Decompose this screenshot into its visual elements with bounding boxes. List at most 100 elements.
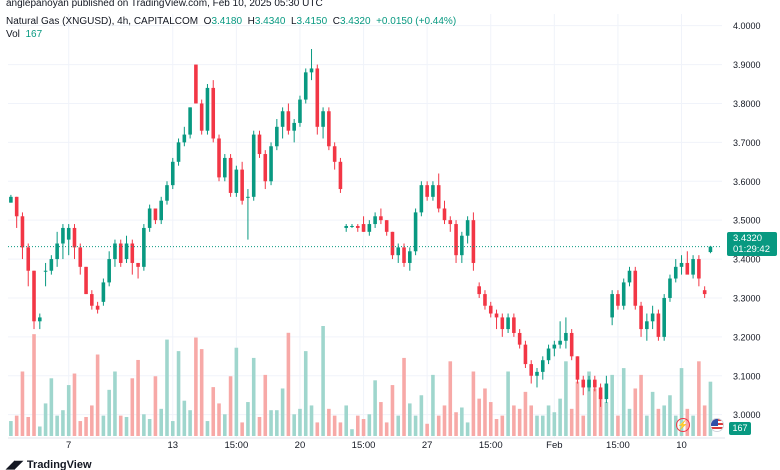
volume-bar (95, 354, 100, 436)
volume-bar (153, 376, 158, 436)
volume-bar (593, 388, 597, 436)
price-axis[interactable]: 3.0000 3.1000 3.2000 3.3000 3.4000 3.5000 3.60… (733, 21, 761, 420)
candle-body (61, 227, 65, 244)
volume-bar (240, 422, 244, 436)
time-axis[interactable]: 7 13 15:00 20 15:00 27 15:00 Feb 15:00 10 (8, 437, 725, 451)
open-label: O (203, 16, 212, 27)
volume-bar (205, 421, 210, 436)
candle-body (512, 317, 516, 333)
tradingview-logo[interactable]: ◢◤ TradingView (6, 458, 92, 470)
candle-body (107, 259, 111, 283)
candle-body (188, 107, 192, 135)
volume-bar (9, 421, 13, 436)
volume-bar (616, 415, 620, 436)
volume-bar (280, 388, 285, 436)
symbol-title[interactable]: Natural Gas (XNGUSD), 4h, CAPITALCOM (6, 16, 199, 27)
candle-body (679, 262, 684, 267)
volume-bar (529, 405, 534, 436)
candle-body (246, 196, 250, 198)
us-flag-icon (710, 418, 724, 432)
time-tick-label: 15:00 (224, 440, 248, 451)
candle-body (194, 64, 198, 104)
candle-body (55, 243, 59, 260)
volume-bar (546, 405, 551, 436)
candle-body (540, 360, 545, 372)
published-text: anglepanoyan published on TradingView.co… (6, 0, 323, 9)
candle-body (338, 161, 343, 190)
volume-legend: Vol 167 (6, 29, 42, 40)
volume-bar (673, 415, 678, 436)
candle-body (662, 297, 666, 337)
candle-body (211, 87, 216, 139)
candle-body (535, 371, 539, 376)
volume-bar (269, 410, 273, 436)
volume-bar (61, 410, 65, 436)
candlesticks (9, 49, 713, 407)
volume-bar (494, 419, 499, 436)
candle-body (118, 243, 123, 263)
candle-body (147, 208, 152, 228)
candle-body (477, 286, 481, 295)
close-value: 3.4320 (339, 16, 371, 27)
volume-bar (315, 422, 320, 436)
candle-body (275, 126, 279, 147)
volume-bar (130, 378, 135, 436)
candle-body (650, 313, 655, 322)
candle-body (78, 247, 83, 267)
volume-bar (49, 378, 54, 436)
volume-bar (523, 391, 528, 436)
candle-body (587, 379, 591, 388)
candle-body (575, 356, 580, 380)
candle-body (205, 87, 210, 131)
lightning-icon[interactable]: ⚡ (676, 418, 690, 432)
price-tick-label: 3.8000 (733, 99, 761, 109)
candle-body (361, 224, 366, 232)
volume-bar (477, 398, 481, 436)
candle-body (506, 317, 510, 330)
candle-body (656, 313, 661, 337)
candle-body (517, 332, 522, 345)
volume-bar (442, 405, 447, 436)
volume-bar (691, 415, 695, 436)
candle-body (49, 259, 54, 271)
volume-bar (373, 380, 377, 436)
candle-body (523, 344, 528, 365)
candle-body (26, 247, 31, 271)
volume-bar (419, 395, 424, 436)
volume-bar (402, 357, 406, 436)
volume-bar (633, 388, 638, 436)
volume-bar (234, 347, 239, 436)
volume-bar (321, 326, 325, 436)
candle-body (564, 332, 568, 341)
price-tick-label: 3.6000 (733, 177, 761, 187)
volume-bar (500, 415, 505, 436)
volume-bar (506, 371, 510, 436)
price-tick-label: 3.5000 (733, 216, 761, 226)
candle-body (240, 169, 244, 201)
volume-bar (223, 414, 227, 436)
candle-body (673, 266, 678, 279)
volume-bar (483, 388, 487, 436)
candle-body (552, 344, 557, 349)
candle-body (14, 196, 19, 217)
candle-body (153, 208, 158, 221)
volume-bar (436, 415, 441, 436)
volume-bar (344, 405, 349, 436)
volume-bar (275, 410, 279, 436)
volume-bar (668, 395, 672, 436)
candle-body (292, 122, 296, 131)
volume-bar (697, 361, 701, 436)
price-tick-label: 3.1000 (733, 371, 761, 381)
volume-bar (575, 381, 580, 436)
candle-body (581, 379, 586, 388)
volume-bar (72, 373, 77, 436)
volume-bar (540, 415, 545, 436)
high-label: H (247, 16, 255, 27)
candle-body (488, 305, 493, 314)
volume-bar (425, 423, 429, 436)
volume-bar (367, 414, 372, 436)
volume-bar (512, 405, 516, 436)
volume-bar (552, 412, 557, 436)
